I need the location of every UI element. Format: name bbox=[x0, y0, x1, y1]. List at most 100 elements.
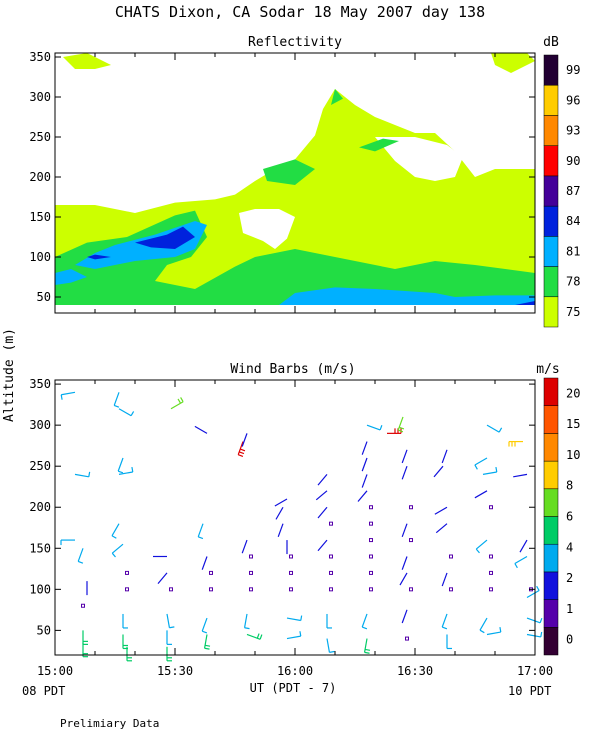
wind-ytick-label: 350 bbox=[29, 377, 51, 391]
wind-swatch bbox=[543, 599, 559, 628]
wind-ytick-label: 300 bbox=[29, 418, 51, 432]
calm-marker bbox=[369, 587, 373, 592]
refl-swatch bbox=[543, 84, 559, 116]
wind-barb bbox=[277, 523, 284, 538]
wind-swatch bbox=[543, 543, 559, 573]
wind-swatch bbox=[543, 627, 559, 656]
wind-barb bbox=[486, 424, 503, 433]
calm-marker bbox=[169, 587, 173, 592]
wind-barbs bbox=[60, 391, 543, 662]
wind-barb bbox=[397, 416, 405, 433]
wind-barb bbox=[508, 440, 523, 447]
wind-level-label: 20 bbox=[566, 386, 580, 400]
wind-barb bbox=[434, 506, 448, 515]
refl-gap-0 bbox=[239, 209, 295, 249]
wind-barb bbox=[441, 449, 448, 464]
refl-contour-84-7 bbox=[135, 226, 195, 249]
wind-barb bbox=[201, 556, 208, 570]
wind-barb bbox=[486, 627, 502, 636]
wind-barb bbox=[401, 609, 408, 624]
x-tick-label: 17:00 bbox=[517, 664, 553, 678]
refl-ytick-label: 350 bbox=[29, 50, 51, 64]
wind-barb bbox=[441, 613, 448, 630]
calm-marker bbox=[489, 570, 493, 575]
wind-level-label: 0 bbox=[566, 633, 573, 647]
calm-marker bbox=[449, 554, 453, 559]
wind-level-label: 8 bbox=[566, 479, 573, 493]
calm-marker bbox=[289, 554, 293, 559]
calm-marker bbox=[489, 587, 493, 592]
x-axis-label: UT (PDT - 7) bbox=[250, 681, 337, 695]
wind-barb bbox=[74, 471, 91, 478]
refl-ytick-label: 300 bbox=[29, 90, 51, 104]
wind-level-label: 4 bbox=[566, 540, 573, 554]
calm-marker bbox=[409, 587, 413, 592]
wind-barb bbox=[286, 631, 302, 640]
altitude-label: Altitude (m) bbox=[2, 328, 17, 422]
wind-barb bbox=[118, 466, 134, 475]
calm-marker bbox=[249, 587, 253, 592]
wind-barb bbox=[315, 490, 328, 501]
wind-level-label: 10 bbox=[566, 448, 580, 462]
wind-barb bbox=[201, 617, 208, 634]
wind-barb bbox=[60, 539, 75, 546]
wind-barb bbox=[117, 457, 124, 474]
wind-ytick-label: 50 bbox=[37, 623, 51, 637]
wind-barb bbox=[326, 638, 335, 653]
wind-barb bbox=[363, 638, 371, 654]
wind-barb bbox=[82, 642, 88, 658]
refl-contour-78-3 bbox=[331, 89, 343, 105]
wind-barb bbox=[122, 634, 128, 650]
wind-barb bbox=[361, 474, 368, 488]
wind-colorbar-label: m/s bbox=[536, 362, 559, 377]
x-tick-label: 15:00 bbox=[37, 664, 73, 678]
calm-marker bbox=[405, 636, 409, 641]
refl-level-label: 99 bbox=[566, 63, 580, 77]
wind-swatch bbox=[543, 405, 559, 434]
wind-ytick-label: 150 bbox=[29, 541, 51, 555]
wind-barb bbox=[166, 646, 172, 662]
refl-swatch bbox=[543, 266, 559, 298]
wind-barb bbox=[241, 539, 248, 554]
wind-barb bbox=[361, 613, 368, 630]
wind-barb bbox=[194, 425, 208, 434]
calm-marker bbox=[329, 521, 333, 526]
refl-contour-84-8 bbox=[87, 254, 111, 260]
refl-swatch bbox=[543, 54, 559, 86]
wind-frame bbox=[54, 379, 536, 656]
wind-barb bbox=[514, 555, 528, 569]
wind-barb bbox=[446, 634, 452, 650]
calm-marker bbox=[449, 587, 453, 592]
calm-marker bbox=[209, 570, 213, 575]
refl-ytick-label: 50 bbox=[37, 290, 51, 304]
refl-region-1 bbox=[63, 53, 111, 69]
calm-marker bbox=[409, 538, 413, 543]
wind-barb bbox=[526, 631, 543, 638]
wind-barb bbox=[474, 457, 488, 470]
wind-swatch bbox=[543, 433, 559, 462]
wind-ytick-label: 250 bbox=[29, 459, 51, 473]
wind-barb bbox=[82, 630, 88, 645]
wind-barb bbox=[475, 539, 488, 554]
calm-marker bbox=[409, 505, 413, 510]
refl-level-label: 93 bbox=[566, 124, 580, 138]
reflectivity-title: Reflectivity bbox=[248, 35, 342, 50]
calm-marker bbox=[369, 521, 373, 526]
calm-marker bbox=[125, 570, 129, 575]
x-tick-label: 16:30 bbox=[397, 664, 433, 678]
calm-marker bbox=[369, 554, 373, 559]
wind-barb bbox=[246, 633, 263, 640]
wind-barb bbox=[274, 498, 288, 507]
calm-marker bbox=[329, 570, 333, 575]
wind-barb bbox=[166, 613, 175, 629]
calm-marker bbox=[249, 570, 253, 575]
figure-title: CHATS Dixon, CA Sodar 18 May 2007 day 13… bbox=[115, 3, 485, 21]
wind-level-label: 2 bbox=[566, 571, 573, 585]
calm-marker bbox=[209, 587, 213, 592]
wind-axes: 50 100 150 200 250 300 350 bbox=[29, 377, 536, 655]
wind-barb bbox=[519, 539, 528, 553]
x-tick-label: 15:30 bbox=[157, 664, 193, 678]
footer-note: Prelimiary Data bbox=[60, 717, 159, 730]
